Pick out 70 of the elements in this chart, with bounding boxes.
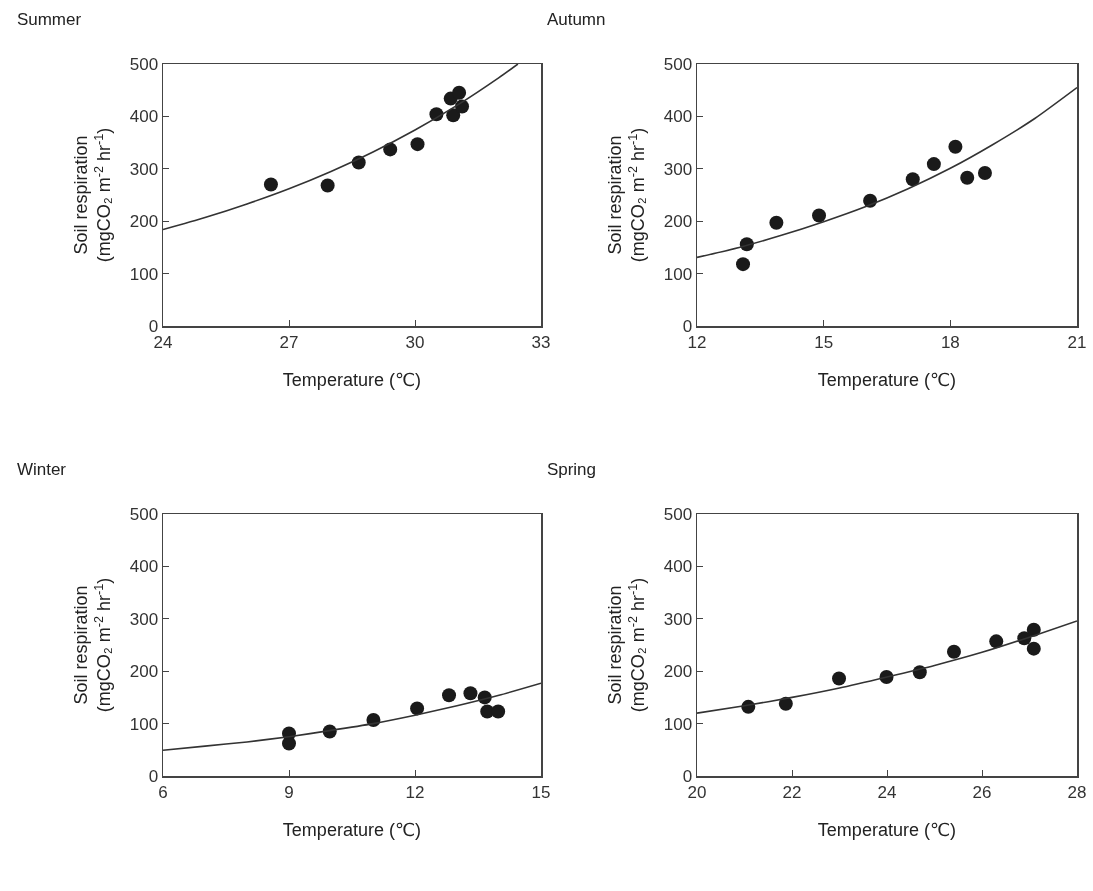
point xyxy=(926,157,941,172)
x-tick-label: 18 xyxy=(940,332,960,352)
point xyxy=(948,139,963,154)
y-tick-label: 300 xyxy=(129,159,159,179)
line-series xyxy=(697,620,1077,714)
x-tick-label: 6 xyxy=(158,782,168,802)
y-tick-label: 400 xyxy=(129,557,159,577)
y-tick-label: 200 xyxy=(129,662,159,682)
y-tick-label: 400 xyxy=(129,107,159,127)
line-series xyxy=(163,682,541,752)
y-tick-label: 300 xyxy=(663,159,693,179)
point xyxy=(736,257,751,272)
point xyxy=(769,215,784,230)
y-tick-label: 0 xyxy=(148,766,159,786)
point xyxy=(446,108,461,123)
y-tick-label: 500 xyxy=(129,54,159,74)
point xyxy=(812,208,827,223)
chart-title: Winter xyxy=(16,460,67,480)
y-tick-label: 100 xyxy=(129,264,159,284)
point xyxy=(832,671,847,686)
x-tick-label: 9 xyxy=(284,782,294,802)
x-axis-title: Temperature (℃) xyxy=(817,369,957,390)
y-tick-label: 500 xyxy=(129,504,159,524)
x-tick-label: 21 xyxy=(1067,332,1087,352)
y-tick-label: 100 xyxy=(663,264,693,284)
x-tick-label: 15 xyxy=(814,332,834,352)
y-tick-label: 300 xyxy=(129,609,159,629)
point xyxy=(1026,641,1041,656)
y-tick-label: 200 xyxy=(663,212,693,232)
x-axis-title: Temperature (℃) xyxy=(282,369,422,390)
y-tick-label: 200 xyxy=(129,212,159,232)
chart-title: Summer xyxy=(16,10,82,30)
point xyxy=(410,701,425,716)
x-tick-label: 12 xyxy=(405,782,425,802)
x-axis-title: Temperature (℃) xyxy=(282,819,422,840)
point xyxy=(491,704,506,719)
point xyxy=(977,165,992,180)
chart-title: Autumn xyxy=(546,10,606,30)
x-tick-label: 27 xyxy=(279,332,299,352)
y-tick-label: 100 xyxy=(663,714,693,734)
x-tick-label: 30 xyxy=(405,332,425,352)
point xyxy=(452,85,467,100)
y-tick-label: 200 xyxy=(663,662,693,682)
y-tick-label: 500 xyxy=(663,504,693,524)
y-tick-label: 500 xyxy=(663,54,693,74)
y-tick-label: 300 xyxy=(663,609,693,629)
point xyxy=(263,177,278,192)
x-tick-label: 22 xyxy=(782,782,802,802)
point xyxy=(960,170,975,185)
point xyxy=(320,178,335,193)
chart-title: Spring xyxy=(546,460,597,480)
point xyxy=(905,172,920,187)
x-tick-label: 28 xyxy=(1067,782,1087,802)
x-tick-label: 33 xyxy=(531,332,551,352)
x-tick-label: 24 xyxy=(877,782,897,802)
point xyxy=(463,686,478,701)
line-series xyxy=(697,86,1077,259)
point xyxy=(989,634,1004,649)
point xyxy=(282,736,296,751)
point xyxy=(1026,622,1041,637)
y-tick-label: 400 xyxy=(663,557,693,577)
y-tick-label: 400 xyxy=(663,107,693,127)
line-series xyxy=(163,64,519,231)
point xyxy=(442,688,457,703)
x-tick-label: 15 xyxy=(531,782,551,802)
point xyxy=(410,137,425,152)
point xyxy=(946,644,961,659)
x-axis-title: Temperature (℃) xyxy=(817,819,957,840)
y-tick-label: 100 xyxy=(129,714,159,734)
x-tick-label: 26 xyxy=(972,782,992,802)
